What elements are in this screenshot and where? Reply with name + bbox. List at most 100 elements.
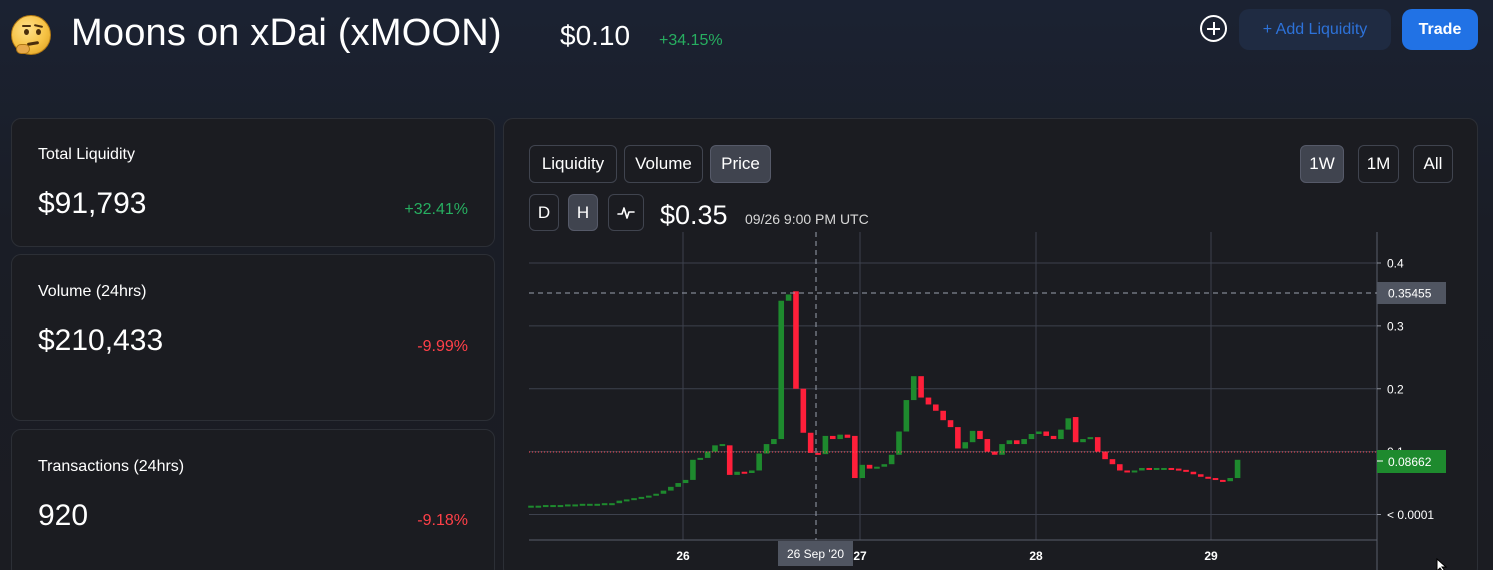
- candle: [910, 376, 917, 401]
- tab-liquidity[interactable]: Liquidity: [529, 145, 617, 183]
- stat-value: $210,433: [38, 324, 164, 357]
- candle: [587, 503, 593, 506]
- tab-volume[interactable]: Volume: [624, 145, 703, 183]
- candle: [1131, 470, 1138, 473]
- candle: [984, 439, 991, 452]
- crosshair-y-badge: [1377, 282, 1446, 304]
- candle: [852, 435, 858, 479]
- candle: [955, 427, 961, 449]
- candle: [631, 498, 637, 501]
- candle: [565, 504, 571, 507]
- candle: [1234, 459, 1241, 479]
- interval-day-button[interactable]: D: [529, 194, 559, 231]
- candle: [1212, 478, 1219, 481]
- candle: [528, 505, 534, 508]
- tab-price[interactable]: Price: [710, 145, 771, 183]
- candle: [1036, 431, 1042, 435]
- range-1m-button[interactable]: 1M: [1358, 145, 1399, 183]
- candle: [881, 464, 888, 467]
- stat-label: Volume (24hrs): [38, 283, 147, 300]
- candle: [1013, 440, 1020, 445]
- candle: [925, 397, 932, 405]
- candle: [1220, 479, 1226, 482]
- candle: [1080, 439, 1086, 443]
- candle: [1072, 417, 1079, 443]
- candle: [668, 486, 674, 491]
- candle: [550, 505, 556, 508]
- candle: [933, 404, 939, 411]
- y-tick-label: < 0.0001: [1387, 508, 1434, 522]
- chart-price-readout: $0.35: [660, 200, 728, 230]
- candle: [1109, 459, 1116, 465]
- candle: [896, 431, 902, 455]
- candle: [874, 466, 880, 469]
- candle: [616, 500, 623, 504]
- candle: [999, 444, 1005, 455]
- candle: [1161, 467, 1167, 470]
- stat-value: $91,793: [38, 187, 147, 220]
- candle: [947, 420, 954, 428]
- candle: [1168, 467, 1175, 470]
- candle: [1197, 474, 1204, 477]
- line-chart-icon[interactable]: [608, 194, 644, 231]
- candle: [844, 434, 851, 438]
- interval-hour-button[interactable]: H: [568, 194, 598, 231]
- candle: [1043, 431, 1049, 436]
- stat-label: Total Liquidity: [38, 146, 135, 163]
- y-tick-label: 0.4: [1387, 257, 1404, 271]
- candle: [977, 430, 983, 440]
- x-tick-label: 28: [1029, 549, 1043, 563]
- candle: [771, 439, 777, 445]
- candle: [1175, 468, 1182, 471]
- candle: [1117, 464, 1123, 471]
- last-price-label: 0.08662: [1388, 455, 1432, 469]
- token-header: Moons on xDai (xMOON) $0.10 +34.15% + Ad…: [0, 0, 1493, 80]
- candle: [1139, 467, 1145, 471]
- trade-button[interactable]: Trade: [1402, 9, 1478, 50]
- candle: [1021, 439, 1027, 445]
- stat-change: -9.99%: [417, 338, 468, 355]
- candle: [1183, 469, 1189, 472]
- candle: [837, 434, 843, 440]
- candle: [749, 470, 755, 474]
- total-liquidity-card: Total Liquidity $91,793 +32.41%: [11, 118, 495, 247]
- candle: [719, 444, 726, 447]
- candle: [675, 483, 681, 487]
- candle: [1124, 470, 1130, 473]
- candle: [822, 435, 829, 455]
- candle: [1190, 471, 1197, 475]
- candle: [815, 452, 821, 455]
- candle: [800, 388, 807, 433]
- crosshair-y-label: 0.35455: [1388, 287, 1432, 301]
- crosshair-x-label: 26 Sep '20: [787, 547, 844, 561]
- add-liquidity-button[interactable]: + Add Liquidity: [1239, 9, 1391, 50]
- candle: [1227, 478, 1233, 482]
- range-all-button[interactable]: All: [1413, 145, 1453, 183]
- candle: [888, 454, 895, 465]
- candle: [557, 505, 564, 508]
- candle: [807, 432, 814, 453]
- stat-value: 920: [38, 499, 89, 532]
- candle: [579, 503, 586, 506]
- candle: [1087, 437, 1094, 440]
- candle: [734, 471, 740, 475]
- range-1w-button[interactable]: 1W: [1300, 145, 1344, 183]
- candle: [829, 435, 836, 440]
- token-price-change: +34.15%: [659, 32, 723, 49]
- stat-change: -9.18%: [417, 512, 468, 529]
- y-tick-label: 0.2: [1387, 382, 1404, 396]
- chart-panel: Liquidity Volume Price 1W 1M All D H $0.…: [503, 118, 1478, 570]
- candle: [785, 294, 792, 301]
- page-title: Moons on xDai (xMOON): [71, 12, 502, 54]
- candle: [1028, 434, 1035, 440]
- candle: [609, 503, 615, 506]
- candle: [1094, 437, 1101, 452]
- candle: [594, 503, 601, 506]
- candle: [940, 410, 946, 421]
- candle: [866, 464, 873, 469]
- candle: [903, 400, 910, 432]
- plus-circle-icon[interactable]: [1200, 15, 1227, 42]
- candle: [601, 503, 608, 506]
- candle: [726, 445, 733, 475]
